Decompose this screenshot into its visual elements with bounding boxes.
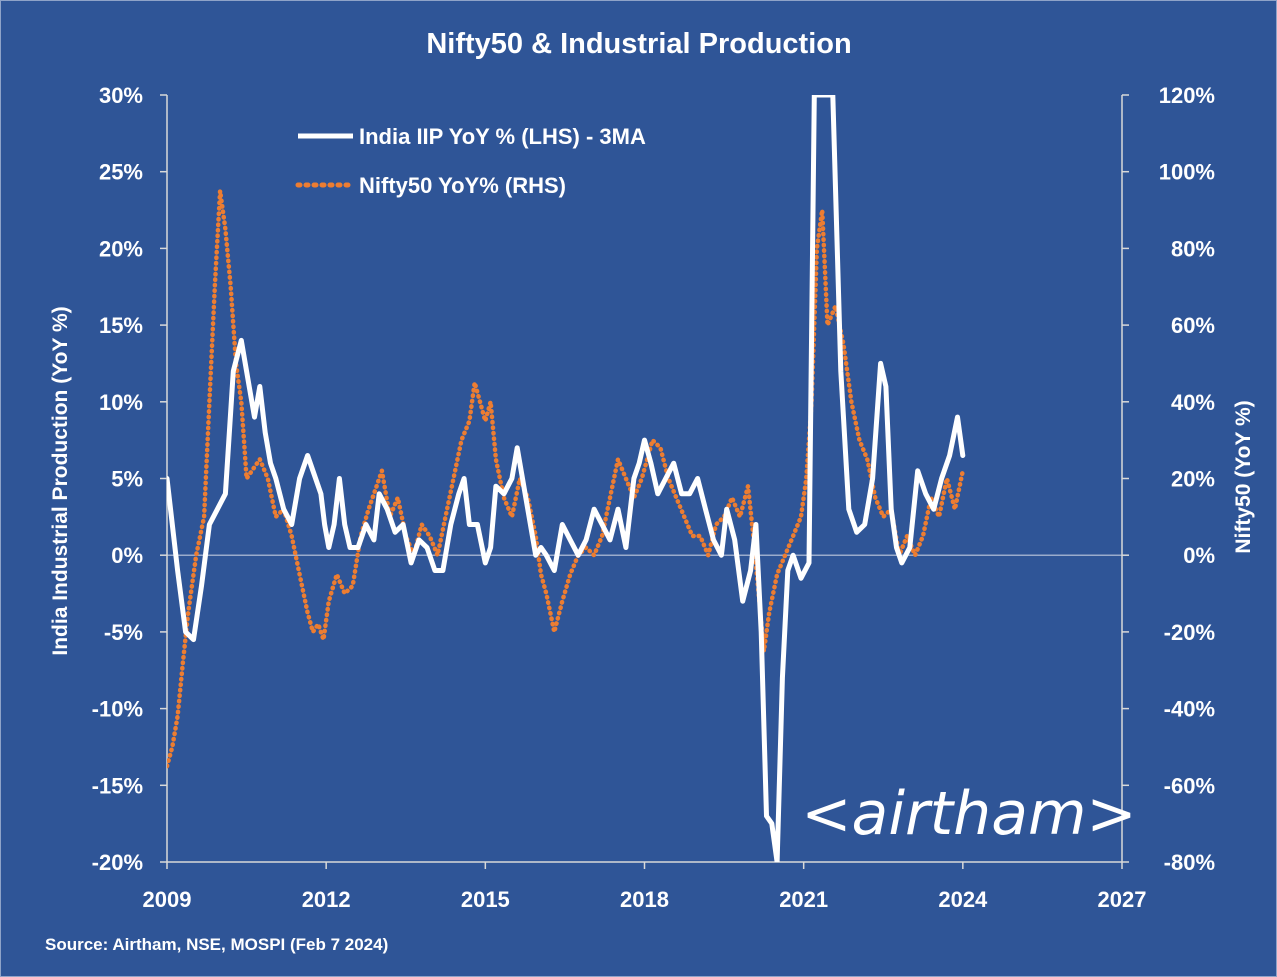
- y2-tick-label: 20%: [1171, 467, 1215, 492]
- y-tick-label: 5%: [111, 467, 143, 492]
- y-tick-label: 30%: [99, 83, 143, 108]
- series-layer: [167, 95, 966, 862]
- y-tick-label: 25%: [99, 160, 143, 185]
- y2-tick-label: 60%: [1171, 313, 1215, 338]
- x-tick-label: 2009: [143, 887, 192, 912]
- y-tick-label: -10%: [92, 697, 143, 722]
- y-tick-label: 20%: [99, 236, 143, 261]
- y-tick-label: 10%: [99, 390, 143, 415]
- legend: India IIP YoY % (LHS) - 3MA Nifty50 YoY%…: [295, 124, 646, 198]
- x-tick-label: 2024: [938, 887, 988, 912]
- nifty-yoy-series: [167, 188, 966, 769]
- x-tick-label: 2015: [461, 887, 510, 912]
- x-tick-label: 2021: [779, 887, 828, 912]
- y2-tick-label: -80%: [1164, 850, 1215, 875]
- y2-tick-label: -40%: [1164, 697, 1215, 722]
- legend-iip-label: India IIP YoY % (LHS) - 3MA: [359, 124, 646, 149]
- y2-tick-label: -60%: [1164, 773, 1215, 798]
- y-axis-label: India Industrial Production (YoY %): [49, 306, 72, 655]
- chart-title: Nifty50 & Industrial Production: [426, 28, 851, 60]
- source-note: Source: Airtham, NSE, MOSPI (Feb 7 2024): [45, 935, 388, 954]
- plot-axes: 30% 25% 20% 15% 10% 5% 0% -5% -10% -15% -20% 120% 1…: [92, 83, 1215, 912]
- y-tick-label: -15%: [92, 773, 143, 798]
- y-tick-label: -20%: [92, 850, 143, 875]
- x-tick-label: 2027: [1098, 887, 1147, 912]
- y2-axis-label: Nifty50 (YoY %): [1232, 400, 1255, 553]
- airtham-watermark: <airtham>: [801, 779, 1136, 849]
- y2-tick-label: 120%: [1159, 83, 1215, 108]
- legend-nifty-label: Nifty50 YoY% (RHS): [359, 173, 566, 198]
- y2-tick-label: 0%: [1183, 543, 1215, 568]
- x-tick-label: 2012: [302, 887, 351, 912]
- y-tick-label: -5%: [104, 620, 143, 645]
- x-tick-label: 2018: [620, 887, 669, 912]
- y-tick-label: 15%: [99, 313, 143, 338]
- y2-tick-label: 100%: [1159, 160, 1215, 185]
- y-tick-label: 0%: [111, 543, 143, 568]
- iip-yoy-series: [167, 95, 966, 862]
- y2-tick-label: 40%: [1171, 390, 1215, 415]
- y2-tick-label: -20%: [1164, 620, 1215, 645]
- y2-tick-label: 80%: [1171, 236, 1215, 261]
